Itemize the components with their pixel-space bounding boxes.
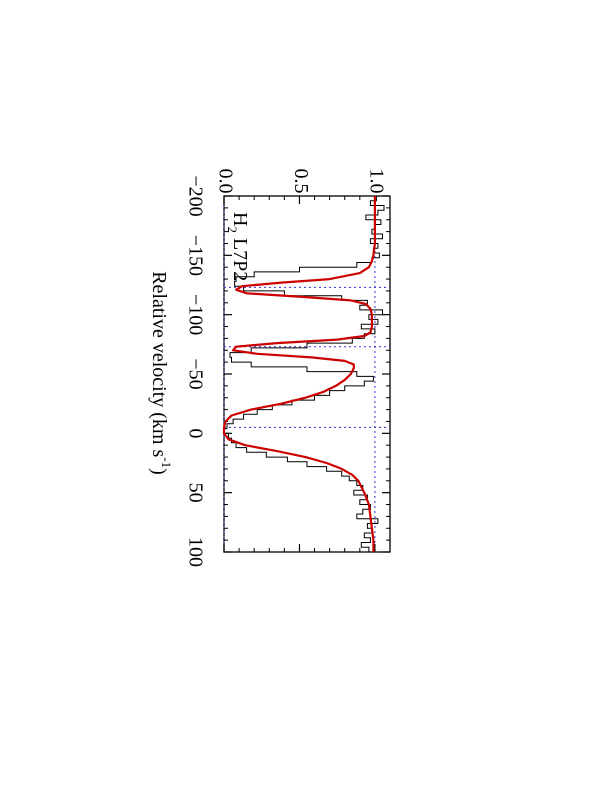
transition-name: L7P2	[229, 233, 251, 281]
x-axis-title: Relative velocity (km s-1)	[148, 271, 174, 475]
axis-ticks	[223, 195, 391, 553]
x-tick-label-5: 50	[184, 483, 206, 503]
axis-tick-labels: −200 −150 −100 −50 0 50 100 0.0 0.5 1.0	[184, 169, 387, 568]
y-tick-label-1: 0.5	[290, 169, 312, 194]
x-tick-label-3: −50	[184, 358, 206, 389]
x-tick-label-4: 0	[184, 428, 206, 438]
y-tick-label-0: 0.0	[214, 169, 236, 194]
x-tick-label-1: −150	[184, 235, 206, 276]
y-tick-label-2: 1.0	[365, 169, 387, 194]
data-histogram-line	[223, 196, 385, 552]
transition-species: H	[229, 212, 251, 226]
transition-label: H2 L7P2	[225, 212, 251, 281]
x-tick-label-6: 100	[184, 537, 206, 567]
x-axis-title-sup: -1	[159, 457, 174, 468]
model-fit-line	[222, 196, 376, 552]
transition-subscript: 2	[225, 226, 240, 233]
x-axis-title-tail: )	[148, 468, 170, 475]
x-axis-title-main: Relative velocity (km s	[148, 271, 170, 457]
x-tick-label-0: −200	[184, 175, 206, 216]
series-group	[222, 196, 385, 552]
x-tick-label-2: −100	[184, 294, 206, 335]
